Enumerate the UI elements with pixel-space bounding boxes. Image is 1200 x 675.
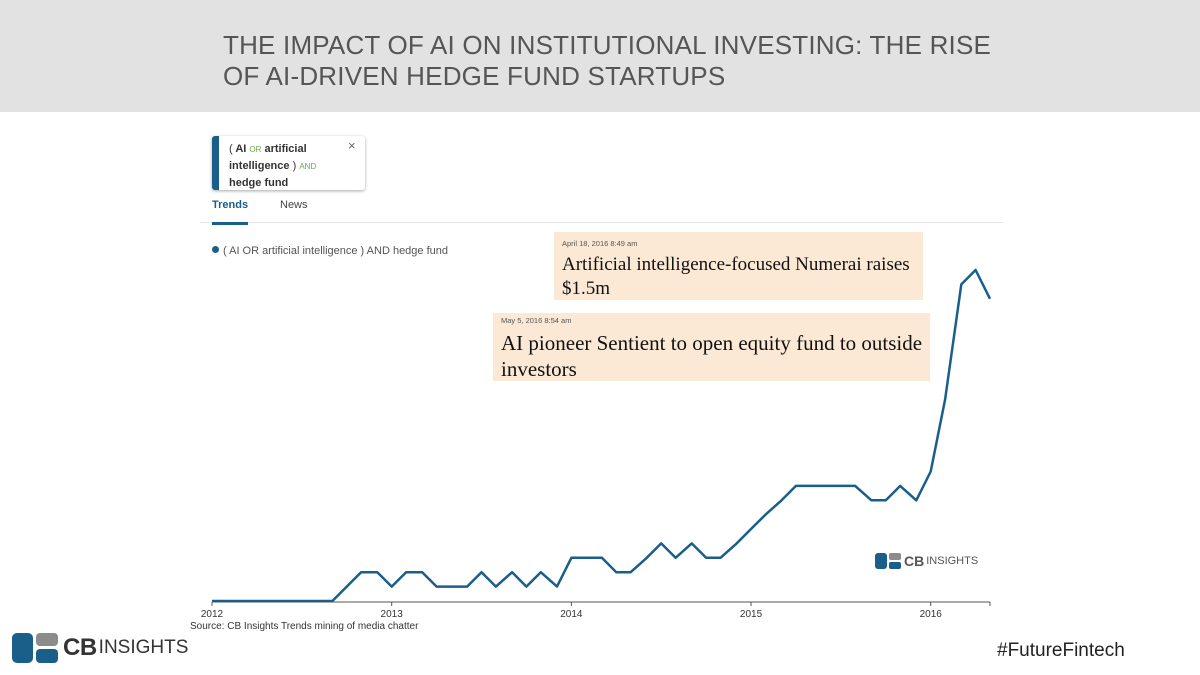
legend-label: ( AI OR artificial intelligence ) AND he… [223, 245, 449, 257]
headline-numerai: April 18, 2016 8:49 am Artificial intell… [554, 232, 923, 300]
x-ticks: 2012 2013 2014 2015 2016 [201, 602, 991, 620]
query-text: ( AI OR artificial intelligence ) AND he… [229, 141, 344, 191]
headline-date: April 18, 2016 8:49 am [562, 239, 638, 248]
tab-trends[interactable]: Trends [212, 199, 249, 211]
x-tick-label: 2012 [201, 609, 224, 620]
tab-divider [200, 222, 1003, 223]
tab-news[interactable]: News [280, 199, 308, 211]
hashtag: #FutureFintech [997, 640, 1125, 661]
query-close-paren: ) [292, 160, 297, 172]
watermark-brand-light: INSIGHTS [926, 555, 979, 567]
source-note: Source: CB Insights Trends mining of med… [190, 621, 419, 632]
footer-logo: CB INSIGHTS [12, 632, 188, 664]
logo-brand-light: INSIGHTS [98, 637, 189, 658]
x-tick-label: 2014 [560, 609, 583, 620]
query-term-ai: AI [235, 143, 247, 155]
headline-date: May 5, 2016 8:54 am [501, 316, 572, 325]
query-card[interactable]: ( AI OR artificial intelligence ) AND he… [212, 136, 365, 190]
headline-text: Artificial intelligence-focused Numerai … [562, 254, 910, 299]
watermark-brand-bold: CB [904, 553, 925, 569]
headline-sentient: May 5, 2016 8:54 am AI pioneer Sentient … [493, 313, 930, 381]
chart-watermark: CB INSIGHTS [875, 551, 978, 571]
series-line [212, 268, 992, 603]
x-tick-label: 2015 [740, 609, 763, 620]
x-tick-label: 2013 [381, 609, 404, 620]
legend-dot-icon [212, 246, 219, 253]
page-title: THE IMPACT OF AI ON INSTITUTIONAL INVEST… [223, 30, 992, 91]
cb-logo-icon [12, 633, 58, 663]
query-term-hedge-fund: hedge fund [229, 177, 289, 189]
x-tick-label: 2016 [920, 609, 943, 620]
headline-text: AI pioneer Sentient to open equity fund … [501, 331, 923, 381]
query-op-or: OR [249, 145, 262, 154]
logo-brand-bold: CB [63, 634, 97, 661]
query-op-and: AND [299, 162, 317, 171]
cb-logo-icon [875, 553, 901, 569]
tab-active-indicator [212, 222, 248, 225]
query-card-accent [212, 136, 219, 190]
query-open-paren: ( [229, 143, 233, 155]
header-band: THE IMPACT OF AI ON INSTITUTIONAL INVEST… [0, 0, 1200, 112]
query-term-artificial-intelligence: artificial intelligence [229, 143, 307, 172]
close-icon[interactable]: × [348, 138, 356, 153]
chart-legend: ( AI OR artificial intelligence ) AND he… [212, 245, 448, 257]
